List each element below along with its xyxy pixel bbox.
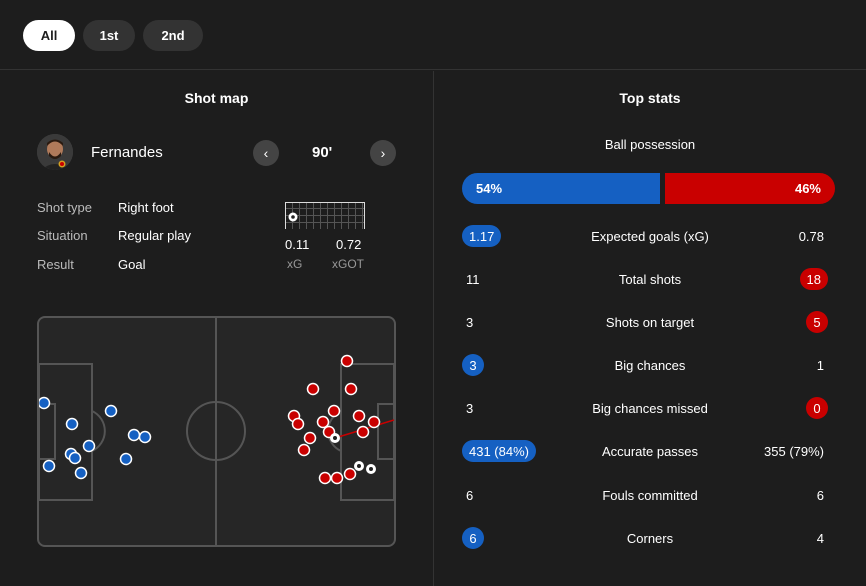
stat-row-fouls: 6 Fouls committed 6 [434,484,866,506]
stat-home-value: 3 [466,400,474,416]
goal-frame-diagram [285,202,365,229]
stat-home-value: 11 [466,271,480,287]
possession-label: Ball possession [604,137,696,152]
chevron-left-icon: ‹ [263,145,269,161]
previous-shot-button[interactable]: ‹ [253,140,279,166]
stat-row-big-chances-missed: 3 Big chances missed 0 [434,397,866,419]
possession-away-bar: 46% [665,173,835,204]
xg-label: xG [287,257,303,271]
shot-away[interactable] [291,417,305,431]
shot-home[interactable] [74,466,88,480]
shot-away[interactable] [352,409,366,423]
stat-away-value: 4 [816,530,824,546]
stat-label: Accurate passes [601,443,699,459]
possession-away-value: 46% [794,181,821,196]
stat-row-accurate-passes: 431 (84%) Accurate passes 355 (79%) [434,440,866,462]
player-photo-icon [37,134,73,170]
result-label: Result [37,257,74,272]
shot-away[interactable] [318,471,332,485]
top-stats-title: Top stats [619,90,681,106]
shot-home[interactable] [127,428,141,442]
shot-away[interactable] [356,425,370,439]
shot-home[interactable] [138,430,152,444]
stat-label: Corners [626,530,674,546]
shot-map-title: Shot map [184,90,249,106]
possession-home-bar: 54% [462,173,660,204]
chevron-right-icon: › [380,145,386,161]
stat-row-corners: 6 Corners 4 [434,527,866,549]
stat-label: Big chances missed [592,400,708,416]
xg-value: 0.11 [285,237,310,252]
stat-row-big-chances: 3 Big chances 1 [434,354,866,376]
stat-row-xg: 1.17 Expected goals (xG) 0.78 [434,225,866,247]
shot-home[interactable] [39,396,51,410]
shot-type-value: Right foot [118,200,174,215]
shot-away[interactable] [344,382,358,396]
stat-label: Total shots [618,271,682,287]
pitch-shot-map [37,316,396,547]
stat-away-value: 18 [799,268,828,290]
shot-home[interactable] [65,417,79,431]
shot-away[interactable] [330,471,344,485]
stat-away-value: 5 [806,311,828,333]
stat-home-value: 431 (84%) [462,440,536,462]
shot-away[interactable] [327,404,341,418]
panel-divider [433,71,434,586]
shot-home[interactable] [119,452,133,466]
shot-type-label: Shot type [37,200,92,215]
stat-away-value: 0.78 [798,228,824,244]
shot-minute: 90' [312,144,333,161]
possession-home-value: 54% [476,181,503,196]
stat-label: Shots on target [605,314,695,330]
shot-home[interactable] [82,439,96,453]
stat-away-value: 1 [816,357,824,373]
stat-away-value: 0 [806,397,828,419]
tab-second-half[interactable]: 2nd [143,20,203,51]
stat-home-value: 1.17 [462,225,502,247]
shot-away[interactable] [306,382,320,396]
tab-first-half[interactable]: 1st [83,20,135,51]
stat-label: Big chances [614,357,686,373]
goal-ball-icons [330,433,376,474]
xgot-label: xGOT [332,257,364,271]
stat-row-shots-on-target: 3 Shots on target 5 [434,311,866,333]
shot-home[interactable] [42,459,56,473]
xgot-value: 0.72 [336,237,362,252]
player-avatar[interactable] [37,134,73,170]
stat-away-value: 355 (79%) [764,443,824,459]
stat-row-total-shots: 11 Total shots 18 [434,268,866,290]
stat-home-value: 6 [462,527,484,549]
player-name: Fernandes [91,144,163,161]
shot-home[interactable] [68,451,82,465]
stat-label: Fouls committed [602,487,698,503]
stat-away-value: 6 [816,487,824,503]
stat-label: Expected goals (xG) [591,228,709,244]
ball-icon [288,212,298,222]
shot-away[interactable] [316,415,330,429]
next-shot-button[interactable]: › [370,140,396,166]
pitch-lines [39,318,394,545]
shot-away[interactable] [303,431,317,445]
result-value: Goal [118,257,146,272]
tab-all[interactable]: All [23,20,75,51]
stat-home-value: 3 [466,314,474,330]
shot-away[interactable] [340,354,354,368]
shot-home[interactable] [104,404,118,418]
shot-away[interactable] [367,415,381,429]
situation-value: Regular play [118,228,191,243]
stat-home-value: 3 [462,354,484,376]
stat-home-value: 6 [466,487,474,503]
shot-away[interactable] [297,443,311,457]
shot-away[interactable] [343,467,357,481]
situation-label: Situation [37,228,88,243]
period-tabs-bar: All 1st 2nd [0,0,866,70]
